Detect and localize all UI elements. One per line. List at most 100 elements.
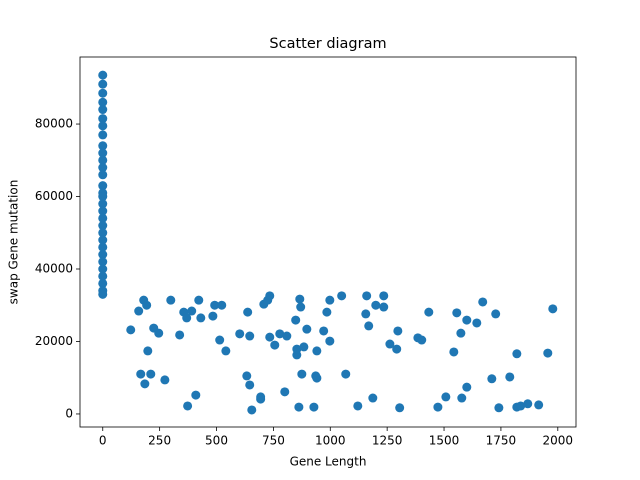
- scatter-point: [98, 235, 108, 245]
- x-axis-label: Gene Length: [290, 455, 367, 469]
- scatter-point: [523, 399, 533, 409]
- scatter-point: [472, 318, 482, 328]
- scatter-point: [512, 349, 522, 359]
- scatter-point: [325, 295, 335, 305]
- scatter-point: [215, 335, 225, 345]
- scatter-point: [208, 311, 218, 321]
- scatter-point: [98, 105, 108, 115]
- scatter-point: [322, 307, 332, 317]
- scatter-point: [325, 336, 335, 346]
- scatter-point: [368, 393, 378, 403]
- scatter-point: [210, 300, 220, 310]
- scatter-point: [417, 335, 427, 345]
- scatter-point: [98, 130, 108, 140]
- scatter-point: [245, 331, 255, 341]
- scatter-point: [353, 401, 363, 411]
- scatter-point: [194, 295, 204, 305]
- scatter-point: [136, 369, 146, 379]
- scatter-point: [491, 309, 501, 319]
- scatter-point: [379, 302, 389, 312]
- scatter-point: [140, 379, 150, 389]
- x-tick-label: 1250: [372, 434, 403, 448]
- scatter-point: [98, 155, 108, 165]
- scatter-point: [98, 70, 108, 80]
- scatter-point: [98, 170, 108, 180]
- scatter-point: [362, 291, 372, 301]
- scatter-point: [98, 264, 108, 274]
- scatter-point: [98, 181, 108, 191]
- scatter-point: [424, 307, 434, 317]
- scatter-point: [98, 88, 108, 98]
- scatter-point: [312, 346, 322, 356]
- scatter-point: [98, 79, 108, 89]
- scatter-point: [160, 375, 170, 385]
- scatter-point: [441, 392, 451, 402]
- scatter-point: [302, 324, 312, 334]
- y-tick-label: 0: [65, 406, 73, 420]
- scatter-point: [98, 141, 108, 151]
- x-tick-label: 2000: [543, 434, 574, 448]
- scatter-point: [292, 344, 302, 354]
- scatter-point: [364, 321, 374, 331]
- scatter-point: [456, 328, 466, 338]
- scatter-point: [98, 97, 108, 107]
- scatter-point: [183, 401, 193, 411]
- scatter-point: [175, 330, 185, 340]
- scatter-point: [134, 306, 144, 316]
- scatter-point: [270, 340, 280, 350]
- axes-frame: [79, 56, 577, 428]
- scatter-point: [280, 387, 290, 397]
- x-tick-label: 0: [99, 434, 107, 448]
- x-tick-label: 1500: [429, 434, 460, 448]
- scatter-point: [312, 373, 322, 383]
- x-tick-label: 1750: [486, 434, 517, 448]
- scatter-point: [98, 213, 108, 223]
- scatter-point: [275, 329, 285, 339]
- x-tick-label: 250: [148, 434, 171, 448]
- scatter-point: [256, 392, 266, 402]
- scatter-point: [98, 192, 108, 202]
- scatter-point: [395, 403, 405, 413]
- scatter-point: [494, 403, 504, 413]
- scatter-point: [98, 242, 108, 252]
- scatter-point: [98, 257, 108, 267]
- scatter-point: [143, 346, 153, 356]
- scatter-point: [452, 308, 462, 318]
- scatter-point: [98, 271, 108, 281]
- scatter-point: [235, 329, 245, 339]
- scatter-point: [98, 148, 108, 158]
- y-axis-label: swap Gene mutation: [7, 180, 21, 305]
- y-tick-label: 60000: [35, 189, 73, 203]
- scatter-point: [534, 400, 544, 410]
- scatter-point: [337, 291, 347, 301]
- scatter-point: [478, 297, 488, 307]
- scatter-point: [98, 250, 108, 260]
- scatter-point: [243, 307, 253, 317]
- scatter-point: [543, 348, 553, 358]
- scatter-point: [516, 401, 526, 411]
- scatter-point: [291, 315, 301, 325]
- scatter-point: [379, 291, 389, 301]
- scatter-point: [282, 331, 292, 341]
- scatter-point: [98, 121, 108, 131]
- scatter-point: [295, 294, 305, 304]
- scatter-point: [309, 402, 319, 412]
- scatter-point: [265, 332, 275, 342]
- scatter-point: [433, 402, 443, 412]
- scatter-point: [245, 380, 255, 390]
- scatter-point: [361, 309, 371, 319]
- scatter-point: [221, 346, 231, 356]
- scatter-point: [393, 326, 403, 336]
- scatter-point: [242, 371, 252, 381]
- scatter-point: [265, 291, 275, 301]
- scatter-point: [371, 300, 381, 310]
- scatter-point: [98, 206, 108, 216]
- x-tick-label: 750: [262, 434, 285, 448]
- scatter-point: [98, 199, 108, 209]
- scatter-point: [196, 313, 206, 323]
- scatter-point: [187, 306, 197, 316]
- scatter-point: [98, 114, 108, 124]
- x-tick-label: 500: [205, 434, 228, 448]
